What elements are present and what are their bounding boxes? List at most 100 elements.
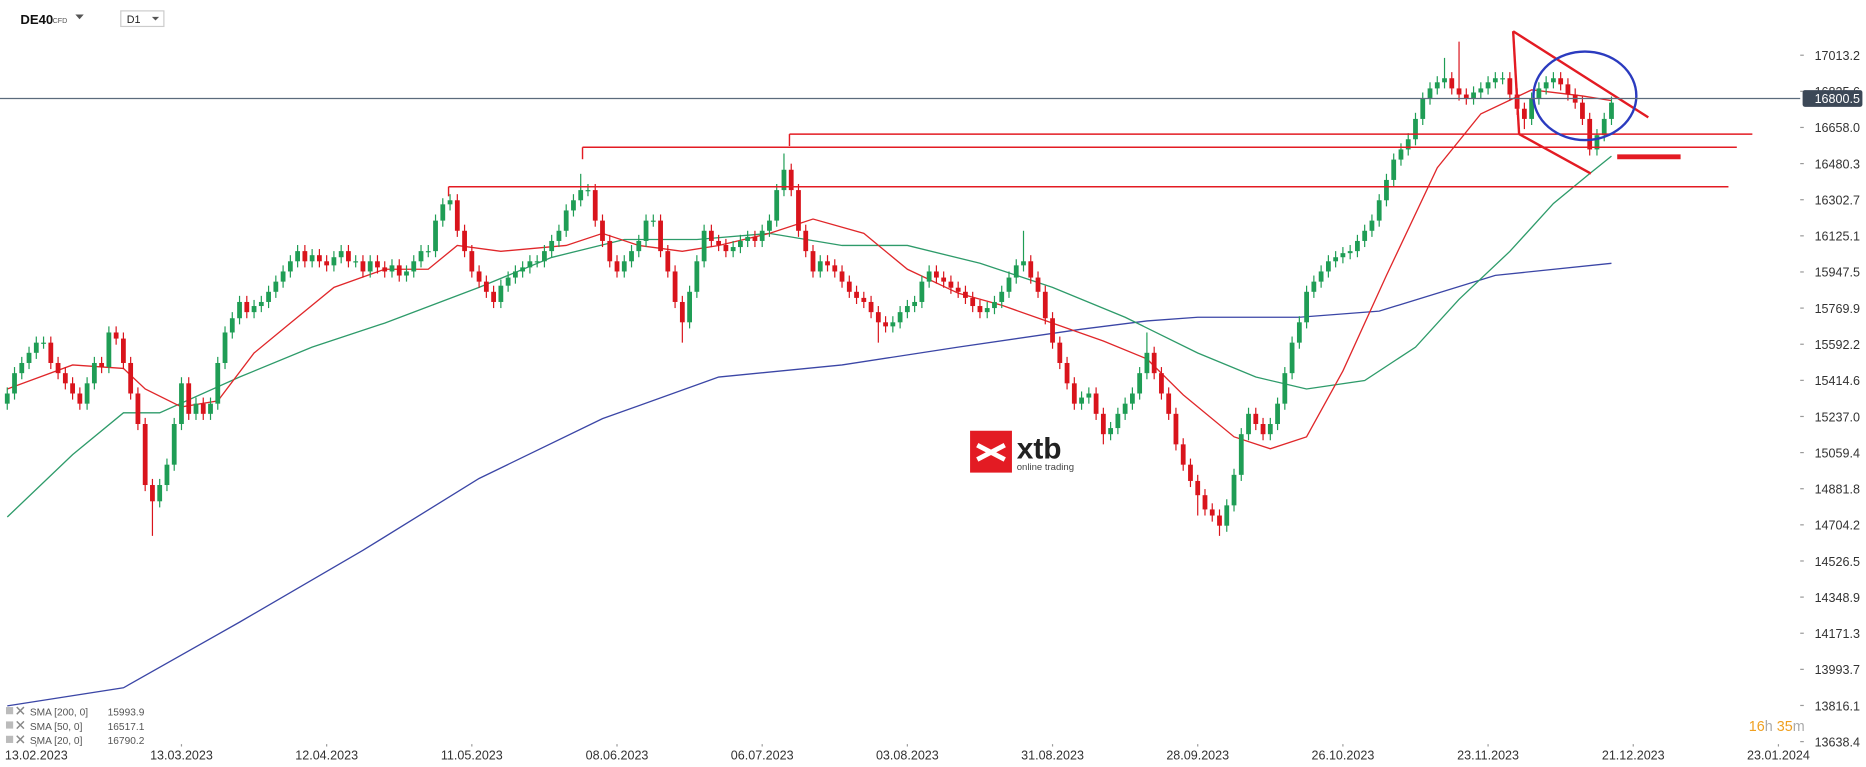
candle-body (1456, 88, 1462, 95)
candle-body (1340, 253, 1346, 258)
candle-body (48, 342, 54, 363)
candle-body (912, 301, 918, 307)
legend-name: SMA [200, 0] (30, 707, 88, 718)
candle-body (1333, 257, 1339, 262)
candle-body (512, 271, 518, 278)
y-tick-label: 14526.5 (1815, 555, 1860, 569)
candle-body (1267, 424, 1273, 435)
candle-body (1391, 159, 1397, 180)
candle-body (629, 251, 634, 262)
candle-body (1159, 373, 1164, 394)
candle-body (781, 169, 787, 191)
candle-body (360, 261, 366, 272)
candle-body (738, 240, 743, 248)
candle-body (1238, 434, 1244, 475)
candle-body (454, 200, 460, 231)
candle-body (868, 301, 874, 313)
logo-tagline: online trading (1017, 462, 1074, 473)
timer-minutes: 35 (1777, 719, 1793, 735)
candle-body (483, 281, 489, 292)
candle-body (1173, 413, 1179, 445)
candle-body (418, 251, 424, 262)
candle-body (999, 291, 1005, 302)
candle-body (650, 220, 656, 222)
candle-body (854, 291, 859, 298)
candle-body (193, 403, 199, 414)
candle-body (1609, 102, 1614, 119)
y-tick-label: 15947.5 (1815, 266, 1860, 280)
candle-body (542, 251, 547, 262)
candle-body (549, 240, 555, 252)
symbol-dropdown[interactable] (75, 14, 84, 20)
candle-body (1282, 373, 1288, 404)
candle-body (563, 210, 569, 231)
candle-body (1151, 352, 1157, 374)
candle-body (491, 291, 496, 302)
candle-body (1507, 78, 1513, 95)
candle-body (1427, 88, 1433, 99)
y-tick-label: 16302.7 (1815, 194, 1860, 208)
candle-body (425, 251, 431, 253)
candle-body (382, 267, 388, 272)
candle-body (462, 230, 467, 252)
candle-body (84, 383, 90, 404)
candle-body (70, 383, 75, 394)
candle-body (1601, 118, 1607, 136)
candle-body (295, 251, 301, 262)
timeframe-box[interactable] (120, 10, 165, 28)
y-tick-label: 15059.4 (1815, 446, 1860, 460)
x-tick-label: 31.08.2023 (1021, 749, 1084, 763)
candle-body (200, 403, 206, 414)
candle-body (1166, 393, 1172, 414)
x-tick-label: 03.08.2023 (876, 749, 939, 763)
candle-body (1471, 92, 1476, 99)
candle-body (825, 261, 830, 266)
y-tick-label: 16658.0 (1815, 121, 1860, 135)
candle-body (1253, 413, 1259, 425)
candle-body (883, 322, 888, 327)
timeframe: D1 (127, 14, 141, 26)
y-tick-label: 14171.3 (1815, 627, 1860, 641)
instrument-type: CFD (53, 17, 68, 25)
candle-body (600, 220, 605, 241)
candle-body (839, 271, 845, 282)
legend-value: 16790.2 (108, 736, 145, 747)
candle-body (99, 362, 105, 368)
candle-body (62, 373, 68, 384)
legend-value: 16517.1 (108, 722, 145, 733)
candle-body (121, 338, 126, 363)
candle-body (607, 240, 613, 262)
x-tick-label: 23.11.2023 (1457, 749, 1519, 763)
timeframe-dropdown[interactable] (151, 16, 160, 21)
x-tick-label: 08.06.2023 (586, 749, 649, 763)
candle-body (934, 271, 939, 278)
sma-line (6, 155, 1612, 518)
candle-body (890, 322, 896, 327)
candle-body (1449, 78, 1455, 89)
candle-body (266, 291, 271, 302)
candle-body (970, 297, 976, 307)
candle-body (977, 306, 983, 313)
candle-body (476, 271, 482, 282)
legend-icon (5, 707, 14, 715)
candle-body (498, 285, 504, 302)
candle-body (1115, 413, 1121, 429)
candle-body (694, 261, 700, 292)
candle-body (730, 247, 736, 252)
candle-body (1318, 271, 1324, 282)
candle-body (77, 393, 83, 404)
candle-body (179, 383, 184, 425)
candle-body (788, 169, 794, 191)
candle-body (1079, 397, 1084, 404)
candle-body (26, 352, 32, 363)
candle-body (948, 281, 954, 288)
y-tick-label: 14348.9 (1815, 591, 1860, 605)
y-tick-label: 14704.2 (1815, 519, 1860, 533)
x-tick-label: 12.04.2023 (295, 749, 358, 763)
candle-body (186, 383, 192, 414)
candle-body (1347, 251, 1353, 254)
candle-body (353, 261, 359, 263)
candle-body (1202, 495, 1208, 510)
candle-layer (4, 41, 1614, 536)
